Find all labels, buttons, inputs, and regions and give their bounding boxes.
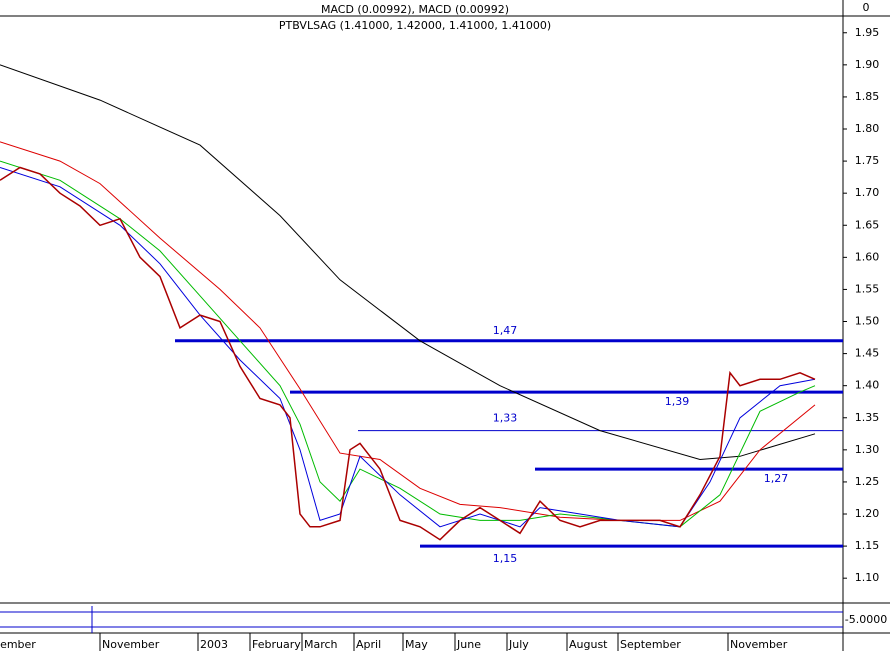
- oscillator-axis-label: -5.0000: [845, 613, 887, 626]
- y-tick-label: 1.45: [855, 347, 880, 360]
- y-tick-label: 1.90: [855, 58, 880, 71]
- y-tick-label: 1.10: [855, 571, 880, 584]
- y-tick-label: 1.20: [855, 507, 880, 520]
- level-label: 1,33: [493, 412, 518, 425]
- y-tick-label: 1.50: [855, 315, 880, 328]
- series-line: [0, 64, 816, 461]
- x-tick-label: September: [620, 638, 681, 651]
- level-label: 1,39: [665, 395, 690, 408]
- x-tick-label: February: [252, 638, 301, 651]
- y-tick-label: 1.60: [855, 250, 880, 263]
- y-tick-label: 1.75: [855, 154, 880, 167]
- y-tick-label: 1.25: [855, 475, 880, 488]
- level-label: 1,15: [493, 552, 518, 565]
- series-line: [0, 167, 816, 528]
- y-tick-label: 1.55: [855, 282, 880, 295]
- y-tick-label: 1.70: [855, 186, 880, 199]
- y-tick-label: 1.95: [855, 26, 880, 39]
- series-line: [0, 160, 816, 528]
- y-tick-label: 1.85: [855, 90, 880, 103]
- x-tick-label: 2003: [200, 638, 228, 651]
- y-tick-label: 1.15: [855, 539, 880, 552]
- level-label: 1,47: [493, 324, 518, 337]
- x-tick-label: April: [356, 638, 381, 651]
- series-line: [0, 166, 816, 541]
- x-tick-label: July: [508, 638, 529, 651]
- x-tick-label: March: [304, 638, 338, 651]
- x-tick-label: November: [102, 638, 160, 651]
- chart-title: PTBVLSAG (1.41000, 1.42000, 1.41000, 1.4…: [279, 19, 551, 32]
- x-tick-label: August: [569, 638, 608, 651]
- x-tick-label: June: [456, 638, 481, 651]
- x-tick-label: eptember: [0, 638, 36, 651]
- x-tick-label: November: [730, 638, 788, 651]
- macd-axis-label: 0: [863, 1, 870, 14]
- y-tick-label: 1.80: [855, 122, 880, 135]
- y-tick-label: 1.40: [855, 379, 880, 392]
- y-tick-label: 1.30: [855, 443, 880, 456]
- level-label: 1,27: [764, 472, 789, 485]
- y-tick-label: 1.35: [855, 411, 880, 424]
- macd-label: MACD (0.00992), MACD (0.00992): [321, 3, 509, 16]
- x-tick-label: May: [405, 638, 428, 651]
- y-tick-label: 1.65: [855, 218, 880, 231]
